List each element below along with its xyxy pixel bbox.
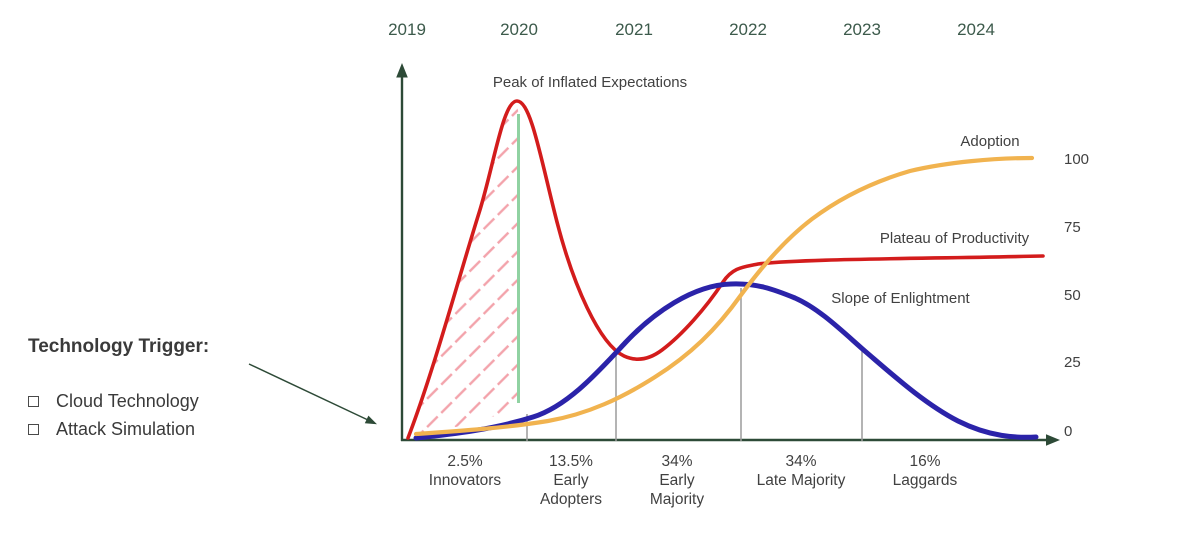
ytick-25: 25: [1064, 354, 1081, 371]
segment-percent: 2.5%: [447, 453, 483, 470]
bullet-label: Cloud Technology: [56, 391, 199, 411]
hatch-area: [410, 103, 519, 436]
technology-trigger-heading: Technology Trigger:: [28, 336, 210, 357]
y-axis-arrowhead-icon: [396, 63, 408, 78]
list-item: Attack Simulation: [28, 419, 209, 440]
segment-name: Early: [553, 472, 589, 489]
segment-name: Late Majority: [756, 472, 846, 489]
ytick-50: 50: [1064, 287, 1081, 304]
square-bullet-icon: [28, 424, 39, 435]
technology-trigger-panel: Technology Trigger: Cloud Technology Att…: [28, 336, 209, 447]
year-label-2024: 2024: [957, 20, 995, 39]
list-item: Cloud Technology: [28, 391, 209, 412]
ytick-0: 0: [1064, 423, 1073, 440]
segment-label-early-adopters: 13.5% Early Adopters: [496, 452, 646, 509]
year-label-2022: 2022: [729, 20, 767, 39]
segment-label-innovators: 2.5% Innovators: [390, 452, 540, 490]
hype-curve: [406, 99, 1045, 440]
year-label-2020: 2020: [500, 20, 538, 39]
segment-name: Majority: [649, 491, 705, 508]
year-label-2019: 2019: [388, 20, 426, 39]
segment-name: Laggards: [892, 472, 958, 489]
ytick-75: 75: [1064, 219, 1081, 236]
square-bullet-icon: [28, 396, 39, 407]
segment-percent: 34%: [785, 453, 817, 470]
trigger-arrow: [248, 363, 369, 421]
slope-label: Slope of Enlightment: [831, 290, 970, 307]
segment-percent: 16%: [909, 453, 941, 470]
adoption-curve: [413, 155, 1035, 437]
segment-label-late-majority: 34% Late Majority: [726, 452, 876, 490]
ytick-100: 100: [1064, 151, 1090, 168]
segment-name: Early: [659, 472, 695, 489]
trigger-arrowhead-icon: [364, 415, 377, 425]
segment-name: Innovators: [428, 472, 502, 489]
segment-name: Adopters: [539, 491, 603, 508]
bullet-label: Attack Simulation: [56, 419, 196, 439]
x-axis-arrowhead-icon: [1046, 434, 1060, 446]
segment-percent: 34%: [661, 453, 693, 470]
plateau-label: Plateau of Productivity: [879, 230, 1030, 247]
segment-label-laggards: 16% Laggards: [850, 452, 1000, 490]
peak-label: Peak of Inflated Expectations: [492, 74, 688, 91]
segment-percent: 13.5%: [549, 453, 593, 470]
adoption-label: Adoption: [960, 133, 1020, 150]
year-label-2021: 2021: [615, 20, 653, 39]
year-label-2023: 2023: [843, 20, 881, 39]
segment-label-early-majority: 34% Early Majority: [602, 452, 752, 509]
